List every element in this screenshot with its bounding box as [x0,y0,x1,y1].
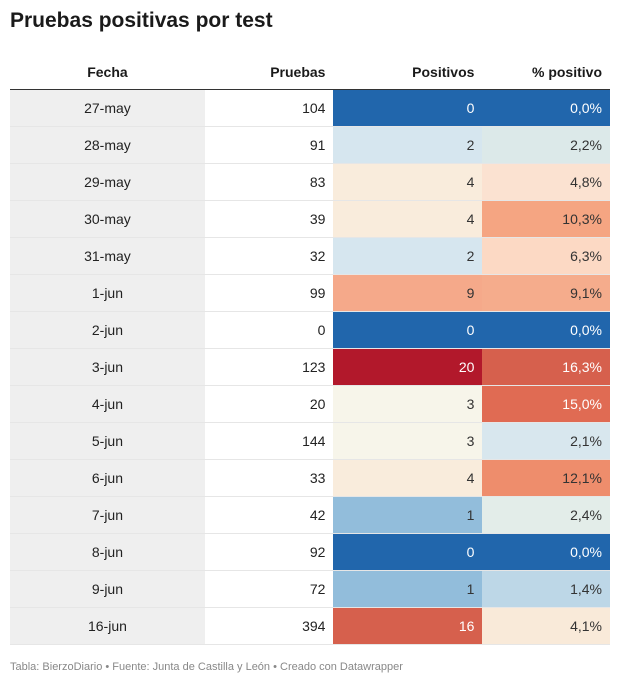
cell-porcentaje: 15,0% [482,385,610,423]
cell-positivos: 2 [333,237,483,275]
cell-positivos: 9 [333,274,483,312]
cell-pruebas: 0 [204,311,334,349]
cell-pruebas: 99 [204,274,334,312]
cell-positivos: 4 [333,163,483,201]
cell-fecha: 28-may [10,126,205,164]
table-row: 16-jun 394 16 4,1% [10,607,610,645]
table-row: 4-jun 20 3 15,0% [10,385,610,423]
cell-fecha: 4-jun [10,385,205,423]
table-row: 8-jun 92 0 0,0% [10,533,610,571]
header-fecha[interactable]: Fecha [10,55,205,90]
cell-porcentaje: 9,1% [482,274,610,312]
cell-pruebas: 72 [204,570,334,608]
cell-porcentaje: 0,0% [482,311,610,349]
cell-positivos: 1 [333,496,483,534]
cell-fecha: 1-jun [10,274,205,312]
table-row: 9-jun 72 1 1,4% [10,570,610,608]
header-pruebas[interactable]: Pruebas [204,55,334,90]
cell-porcentaje: 16,3% [482,348,610,386]
cell-positivos: 4 [333,200,483,238]
cell-fecha: 30-may [10,200,205,238]
cell-porcentaje: 1,4% [482,570,610,608]
cell-pruebas: 39 [204,200,334,238]
chart-title: Pruebas positivas por test [10,9,273,32]
cell-positivos: 4 [333,459,483,497]
cell-pruebas: 92 [204,533,334,571]
table-body: 27-may 104 0 0,0% 28-may 91 2 2,2% 29-may 83 4 4,8%… [10,89,610,645]
footer-credits: Tabla: BierzoDiario • Fuente: Junta de C… [10,661,403,673]
cell-porcentaje: 0,0% [482,533,610,571]
cell-positivos: 2 [333,126,483,164]
cell-positivos: 0 [333,311,483,349]
header-porcentaje[interactable]: % positivo [482,55,610,90]
table-row: 1-jun 99 9 9,1% [10,274,610,312]
cell-positivos: 1 [333,570,483,608]
cell-fecha: 27-may [10,89,205,127]
cell-fecha: 16-jun [10,607,205,645]
table-header-row: Fecha Pruebas Positivos % positivo [10,55,610,90]
cell-positivos: 3 [333,385,483,423]
cell-fecha: 9-jun [10,570,205,608]
table-row: 28-may 91 2 2,2% [10,126,610,164]
table-row: 3-jun 123 20 16,3% [10,348,610,386]
data-table: Fecha Pruebas Positivos % positivo 27-ma… [10,55,610,645]
table-row: 30-may 39 4 10,3% [10,200,610,238]
table-row: 5-jun 144 3 2,1% [10,422,610,460]
cell-pruebas: 32 [204,237,334,275]
cell-fecha: 8-jun [10,533,205,571]
cell-positivos: 16 [333,607,483,645]
cell-pruebas: 91 [204,126,334,164]
cell-porcentaje: 2,1% [482,422,610,460]
cell-fecha: 7-jun [10,496,205,534]
table-row: 7-jun 42 1 2,4% [10,496,610,534]
table-row: 6-jun 33 4 12,1% [10,459,610,497]
cell-pruebas: 144 [204,422,334,460]
cell-positivos: 0 [333,89,483,127]
cell-porcentaje: 4,1% [482,607,610,645]
cell-pruebas: 33 [204,459,334,497]
cell-pruebas: 394 [204,607,334,645]
cell-porcentaje: 12,1% [482,459,610,497]
cell-fecha: 29-may [10,163,205,201]
cell-pruebas: 20 [204,385,334,423]
table-row: 29-may 83 4 4,8% [10,163,610,201]
cell-pruebas: 42 [204,496,334,534]
table-row: 2-jun 0 0 0,0% [10,311,610,349]
table-row: 27-may 104 0 0,0% [10,89,610,127]
cell-pruebas: 104 [204,89,334,127]
table-row: 31-may 32 2 6,3% [10,237,610,275]
header-positivos[interactable]: Positivos [333,55,483,90]
cell-positivos: 0 [333,533,483,571]
cell-fecha: 3-jun [10,348,205,386]
cell-pruebas: 123 [204,348,334,386]
cell-positivos: 20 [333,348,483,386]
cell-fecha: 31-may [10,237,205,275]
cell-porcentaje: 10,3% [482,200,610,238]
cell-pruebas: 83 [204,163,334,201]
cell-porcentaje: 2,4% [482,496,610,534]
cell-porcentaje: 4,8% [482,163,610,201]
cell-fecha: 6-jun [10,459,205,497]
cell-porcentaje: 0,0% [482,89,610,127]
cell-porcentaje: 2,2% [482,126,610,164]
cell-positivos: 3 [333,422,483,460]
cell-porcentaje: 6,3% [482,237,610,275]
cell-fecha: 5-jun [10,422,205,460]
cell-fecha: 2-jun [10,311,205,349]
